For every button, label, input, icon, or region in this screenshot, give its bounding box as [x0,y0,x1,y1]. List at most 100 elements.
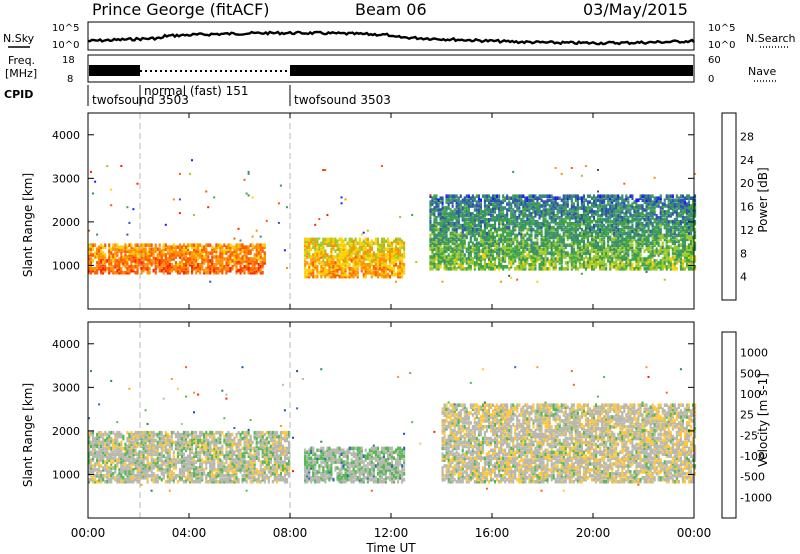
heatmap-cell [542,204,545,208]
heatmap-cell [473,247,476,251]
heatmap-cell [114,263,117,267]
heatmap-cell [223,267,226,271]
heatmap-cell [389,268,392,273]
heatmap-cell [550,263,553,267]
heatmap-cell [536,208,539,212]
heatmap-cell [475,218,478,222]
heatmap-cell [195,265,198,269]
heatmap-cell [172,265,175,269]
heatmap-cell [156,265,159,269]
heatmap-cell [389,259,392,263]
heatmap-cell [605,194,608,198]
heatmap-cell [681,194,684,198]
heatmap-cell [637,251,640,255]
heatmap-cell [552,202,555,206]
heatmap-cell [607,202,610,206]
heatmap-cell [641,194,644,198]
heatmap-cell [336,243,339,247]
heatmap-cell [589,249,592,253]
heatmap-cell [512,170,515,173]
heatmap-cell [566,212,569,216]
heatmap-cell [679,235,682,240]
heatmap-cell [439,249,442,253]
heatmap-cell [595,212,598,216]
heatmap-cell [368,243,371,247]
heatmap-cell [445,243,448,247]
heatmap-cell [556,210,559,214]
heatmap-cell [653,263,656,267]
freq-block-2 [290,65,693,76]
heatmap-cell [627,231,630,236]
heatmap-cell [166,265,169,269]
heatmap-cell [599,194,602,198]
heatmap-cell [485,265,488,269]
heatmap-cell [479,249,482,253]
heatmap-cell [597,247,600,251]
heatmap-cell [473,221,476,226]
heatmap-cell [669,257,672,261]
heatmap-cell [528,210,531,214]
heatmap-cell [518,241,521,246]
heatmap-cell [528,249,531,253]
heatmap-cell [526,221,529,226]
heatmap-cell [372,241,375,246]
heatmap-cell [524,255,527,259]
heatmap-cell [655,218,658,222]
heatmap-cell [471,231,474,236]
heatmap-cell [582,243,585,247]
heatmap-cell [372,272,375,277]
heatmap-cell [677,202,680,206]
heatmap-cell [324,169,327,171]
heatmap-cell [451,200,454,204]
heatmap-cell [358,241,361,246]
heatmap-cell [445,198,448,202]
heatmap-cell [562,198,565,202]
heatmap-cell [520,225,523,230]
heatmap-cell [193,263,196,267]
heatmap-cell [330,249,333,253]
heatmap-cell [651,204,654,208]
heatmap-cell [318,247,321,251]
heatmap-cell [673,257,676,261]
heatmap-cell [653,196,656,200]
heatmap-cell [251,196,254,199]
heatmap-cell [518,196,521,200]
heatmap-cell [110,261,113,265]
heatmap-cell [399,245,402,249]
heatmap-cell [512,194,515,198]
heatmap-cell [532,245,535,249]
heatmap-cell [338,261,341,265]
heatmap-cell [94,270,97,275]
heatmap-cell [603,251,606,255]
heatmap-cell [514,245,517,249]
heatmap-cell [182,243,185,247]
heatmap-cell [201,265,204,269]
heatmap-cell [675,267,678,271]
heatmap-cell [631,263,634,267]
heatmap-cell [245,247,248,251]
heatmap-cell [512,249,515,253]
heatmap-cell [687,251,690,255]
heatmap-cell [172,247,175,251]
heatmap-cell [387,249,390,253]
heatmap-cell [572,208,575,212]
heatmap-cell [231,245,234,249]
heatmap-cell [451,223,454,228]
heatmap-cell [637,263,640,267]
heatmap-cell [469,267,472,271]
heatmap-cell [364,237,367,242]
heatmap-cell [613,241,616,246]
heatmap-cell [609,208,612,212]
heatmap-cell [261,243,264,247]
heatmap-cell [443,216,446,220]
heatmap-cell [370,247,373,251]
heatmap-cell [314,265,317,269]
heatmap-cell [233,259,236,263]
heatmap-cell [314,247,317,251]
heatmap-cell [249,270,252,275]
heatmap-cell [512,200,515,204]
heatmap-cell [629,212,632,216]
heatmap-cell [235,270,238,275]
heatmap-cell [439,247,442,251]
heatmap-cell [574,218,577,222]
